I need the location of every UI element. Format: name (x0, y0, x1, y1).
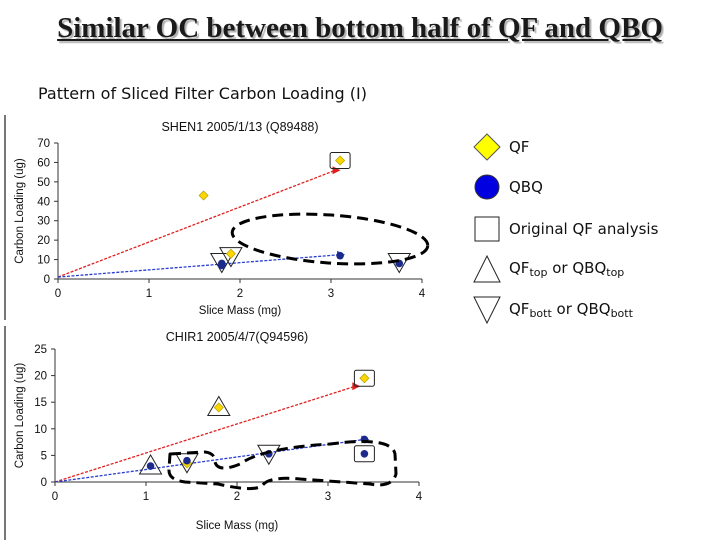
chart-title: SHEN1 2005/1/13 (Q89488) (161, 120, 318, 134)
legend-label-qbq: QBQ (509, 178, 543, 196)
legend-label-qf: QF (509, 138, 530, 156)
y-tick-label: 25 (34, 344, 47, 356)
y-tick-label: 20 (37, 235, 50, 247)
square-icon (470, 212, 504, 246)
legend-label-original: Original QF analysis (509, 220, 659, 238)
qbq-point (336, 251, 344, 260)
qf-point (213, 402, 224, 413)
triangle-up-icon (470, 252, 504, 286)
legend: QF QBQ Original QF analysis QFtop or QBQ… (470, 130, 718, 330)
slide-title: Similar OC between bottom half of QF and… (57, 12, 663, 44)
y-axis-label: Carbon Loading (ug) (14, 158, 26, 264)
y-tick-label: 60 (37, 157, 50, 169)
chart-title: CHIR1 2005/4/7(Q94596) (166, 330, 308, 344)
legend-item-bott: QFbott or QBQbott (470, 293, 633, 327)
x-tick-label: 2 (234, 491, 240, 503)
shen1-chart: SHEN1 2005/1/13 (Q89488) 0 10 20 30 40 50 60 70 0… (4, 115, 430, 320)
y-tick-label: 10 (37, 255, 50, 267)
y-tick-label: 10 (34, 424, 47, 436)
qbq-point (218, 259, 226, 268)
highlight-ellipse (230, 212, 430, 266)
y-axis-label: Carbon Loading (ug) (14, 363, 26, 469)
legend-item-original: Original QF analysis (470, 212, 658, 246)
x-tick-label: 3 (325, 491, 331, 503)
trendline-qf (54, 385, 356, 483)
x-tick-label: 1 (143, 491, 149, 503)
circle-icon (470, 170, 504, 204)
original-qf-box (329, 151, 351, 169)
y-tick-label: 50 (37, 177, 50, 189)
trendline-qbq (57, 254, 341, 278)
qbq-point (183, 456, 191, 465)
x-tick-label: 1 (146, 288, 152, 300)
diamond-icon (470, 130, 504, 164)
y-tick-label: 70 (37, 138, 50, 150)
x-tick-label: 4 (416, 491, 423, 503)
x-tick-label: 0 (52, 491, 58, 503)
y-tick-label: 0 (41, 477, 47, 489)
legend-label-bott: QFbott or QBQbott (509, 300, 633, 320)
legend-item-qbq: QBQ (470, 170, 543, 204)
original-qf-box (353, 369, 375, 387)
legend-label-top: QFtop or QBQtop (509, 259, 625, 279)
bottom-triangle (219, 247, 243, 268)
legend-item-top: QFtop or QBQtop (470, 252, 624, 286)
chir1-chart: CHIR1 2005/4/7(Q94596) 0 5 10 15 20 25 0 1 2 3 4 Sli… (4, 326, 423, 540)
qf-point (335, 155, 346, 166)
qf-point (359, 373, 370, 384)
original-qf-box (353, 445, 375, 463)
y-tick-label: 20 (34, 371, 47, 383)
qf-point (225, 248, 236, 259)
y-tick-label: 30 (37, 216, 50, 228)
trendline-qf (57, 169, 336, 278)
y-tick-label: 40 (37, 196, 50, 208)
y-tick-label: 15 (34, 397, 47, 409)
x-tick-label: 3 (328, 288, 334, 300)
legend-item-qf: QF (470, 130, 529, 164)
trendline-qbq (54, 438, 365, 483)
bottom-triangle (387, 253, 412, 274)
x-axis-label: Slice Mass (mg) (199, 305, 282, 317)
y-tick-label: 5 (41, 450, 47, 462)
x-tick-label: 0 (55, 288, 61, 300)
highlight-blob (167, 440, 398, 491)
qf-point (198, 190, 209, 201)
x-tick-label: 4 (419, 288, 426, 300)
bottom-triangle (175, 453, 199, 474)
qbq-point (360, 450, 369, 458)
top-triangle (206, 395, 231, 417)
qbq-point (146, 462, 155, 470)
trendline-end-qf (332, 166, 341, 175)
top-triangle (138, 454, 163, 475)
x-axis-label: Slice Mass (mg) (196, 520, 279, 532)
y-tick-label: 0 (44, 274, 50, 286)
slide-subtitle: Pattern of Sliced Filter Carbon Loading … (38, 84, 367, 103)
bottom-triangle (209, 253, 234, 274)
x-tick-label: 2 (237, 288, 243, 300)
triangle-down-icon (470, 293, 504, 327)
